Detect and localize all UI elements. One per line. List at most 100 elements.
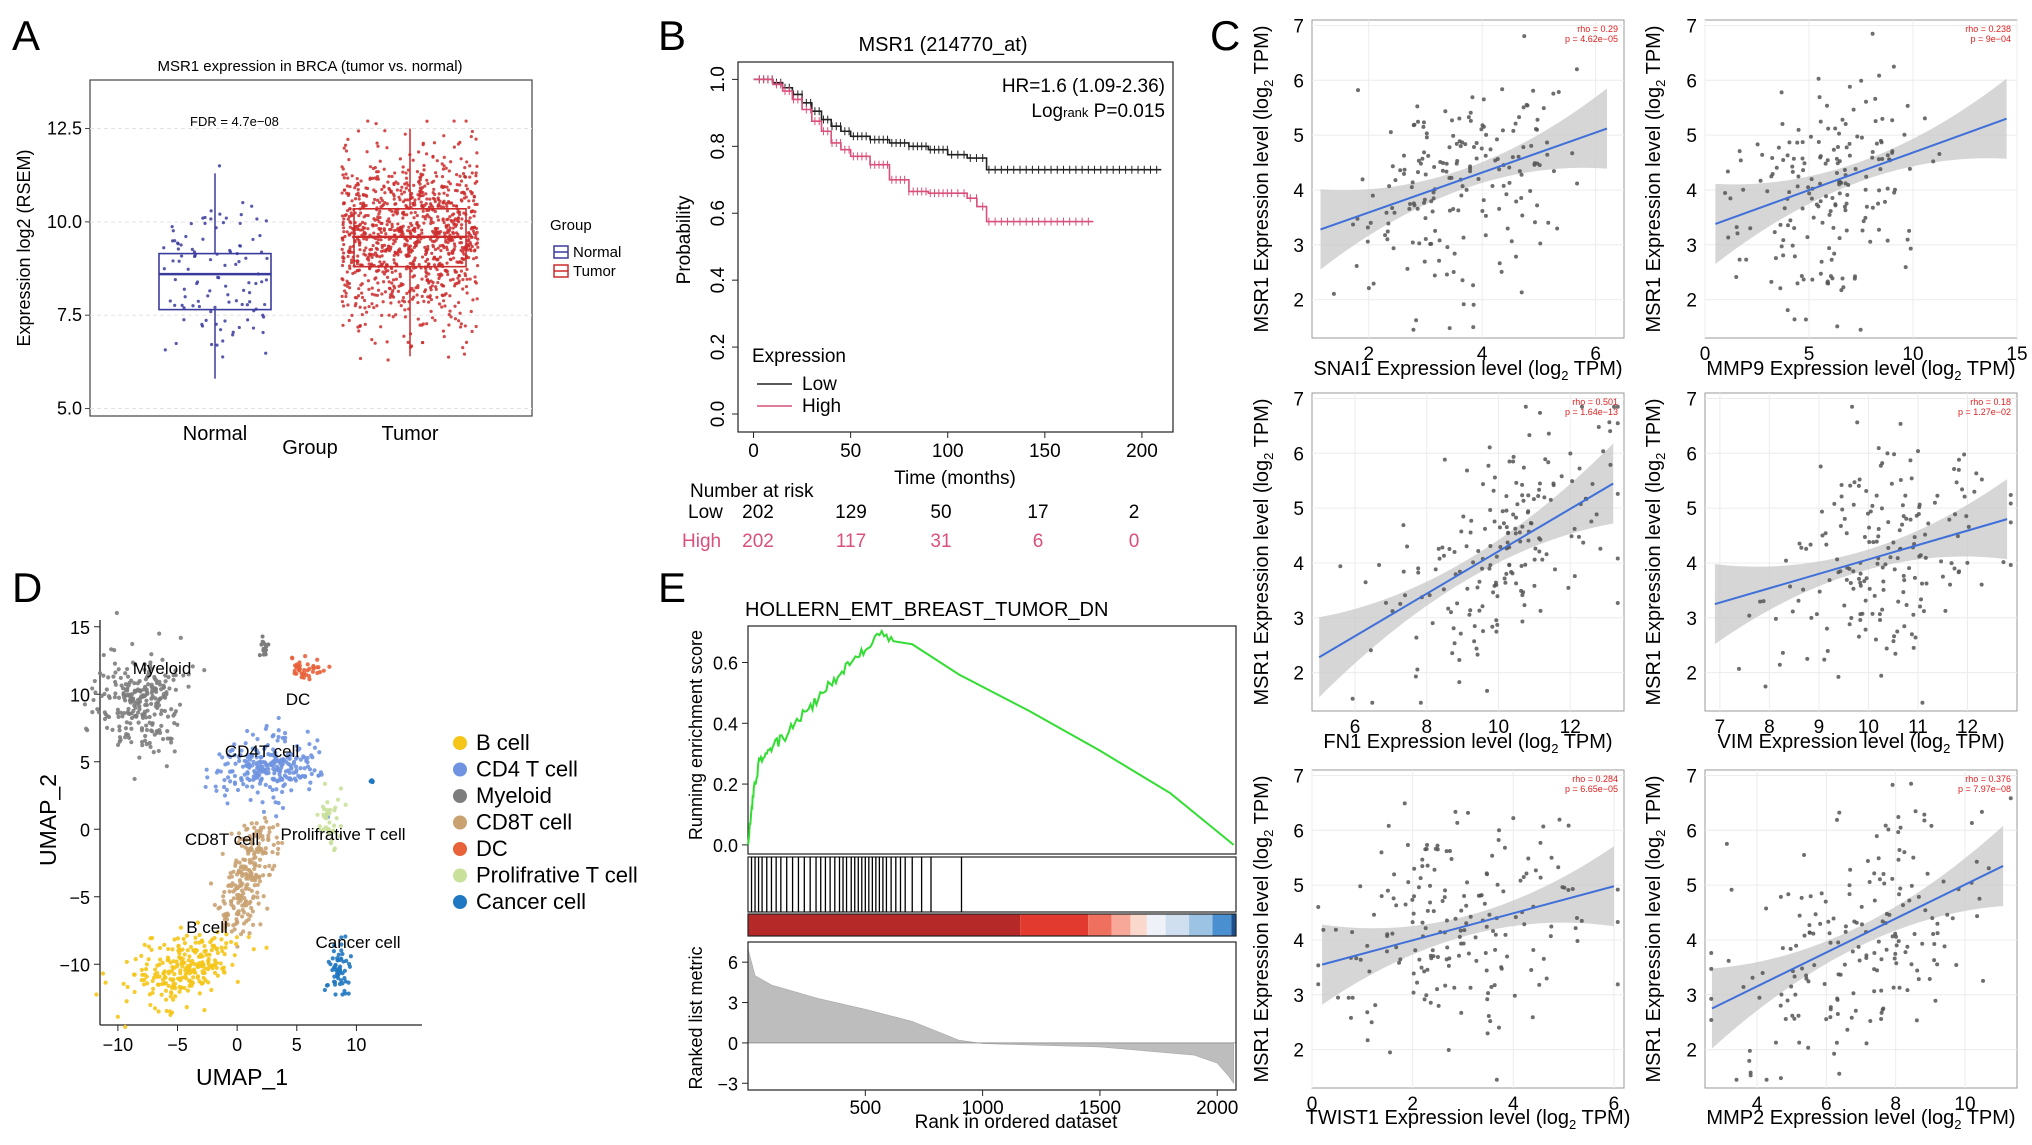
panel-c-point <box>1836 940 1841 945</box>
panel-c-point <box>1901 903 1906 908</box>
panel-a-point <box>469 134 473 139</box>
panel-d-point <box>232 927 237 932</box>
panel-d-point <box>127 692 132 697</box>
panel-c-point <box>1788 218 1793 223</box>
panel-c-point <box>1366 286 1371 291</box>
panel-c-point <box>1755 142 1760 147</box>
panel-d-point <box>258 830 263 835</box>
panel-a-point <box>453 270 457 274</box>
panel-c-point <box>1548 934 1553 939</box>
panel-a-point <box>348 225 352 229</box>
panel-a-point <box>376 241 380 245</box>
panel-c-point <box>1556 90 1561 95</box>
panel-c-point <box>1905 988 1910 993</box>
panel-d-point <box>173 668 178 673</box>
panel-d-point <box>186 958 191 963</box>
panel-a-point <box>414 286 418 290</box>
panel-d-point <box>174 959 179 964</box>
panel-c-point <box>1336 995 1341 1000</box>
panel-a-point <box>342 217 346 221</box>
panel-a-point <box>350 231 354 235</box>
panel-c-point <box>1830 276 1835 281</box>
panel-d-point <box>157 727 162 733</box>
panel-a-point <box>341 220 345 224</box>
panel-d-point <box>159 723 164 729</box>
panel-a-point <box>170 225 174 229</box>
panel-d-point <box>139 726 145 731</box>
panel-a-point <box>255 217 259 221</box>
panel-d-point <box>219 937 224 942</box>
panel-c-point <box>1386 823 1391 828</box>
panel-a-point <box>459 223 464 227</box>
panel-c-xtick-label: 10 <box>1954 1094 1975 1115</box>
panel-c-point <box>1431 190 1436 195</box>
panel-a-point <box>340 214 345 218</box>
panel-c-point <box>1763 684 1768 689</box>
panel-d-legend-dot <box>453 868 467 883</box>
panel-c-point <box>1450 651 1455 656</box>
panel-c-point <box>1520 619 1525 624</box>
panel-c-pvalue: p = 6.65e−05 <box>1565 784 1618 794</box>
panel-d-point <box>185 963 190 969</box>
panel-d-point <box>222 917 227 922</box>
panel-c-point <box>1475 652 1480 657</box>
panel-c-point <box>1541 824 1546 829</box>
panel-c-point <box>1406 880 1411 885</box>
panel-c-point <box>1890 782 1895 787</box>
panel-a-point <box>399 250 403 254</box>
panel-d-point <box>215 930 220 935</box>
panel-a-point <box>436 218 441 222</box>
panel-c-point <box>1837 182 1842 187</box>
panel-c-point <box>1420 864 1425 869</box>
panel-d-point <box>266 833 271 838</box>
panel-c-point <box>1896 599 1901 604</box>
panel-c-point <box>1415 980 1420 985</box>
panel-c-point <box>1770 156 1775 161</box>
panel-d-point <box>249 821 254 826</box>
panel-b-logrank: Logrank P=0.015 <box>1031 101 1165 122</box>
panel-d-point <box>172 749 177 754</box>
panel-a-point <box>387 249 392 253</box>
panel-c-point <box>1839 288 1844 293</box>
panel-c-point <box>1864 1041 1869 1046</box>
panel-d-point <box>236 840 241 845</box>
panel-c-point <box>1931 931 1936 936</box>
panel-c-point <box>1441 160 1446 165</box>
panel-d-point <box>252 776 257 781</box>
panel-a-point <box>191 304 195 308</box>
panel-c-point <box>1941 879 1946 884</box>
panel-a-point <box>168 299 172 303</box>
panel-d-point <box>125 674 131 679</box>
panel-c-point <box>1818 119 1823 124</box>
panel-d-point <box>171 982 176 987</box>
panel-d-point <box>204 952 209 957</box>
panel-c-point <box>1826 281 1831 286</box>
panel-d-point <box>197 979 202 984</box>
panel-c-point <box>1468 164 1473 169</box>
panel-d-point <box>339 942 344 947</box>
panel-a-point <box>215 343 219 347</box>
panel-d-point <box>122 735 128 740</box>
panel-c-point <box>1791 156 1796 161</box>
panel-a-point <box>456 232 460 236</box>
panel-c-point <box>1802 852 1807 857</box>
panel-c-point <box>1420 920 1425 925</box>
panel-a-point <box>390 224 394 229</box>
panel-a-point <box>349 214 353 218</box>
panel-c-point <box>1809 177 1814 182</box>
panel-c-point <box>1760 152 1765 157</box>
panel-b-km-curves <box>753 75 1162 226</box>
panel-d-point <box>115 707 120 712</box>
panel-d-point <box>202 949 207 954</box>
panel-a-point <box>446 355 451 359</box>
panel-d-point <box>267 829 272 835</box>
panel-a-point <box>440 263 444 267</box>
panel-d-point <box>205 775 210 780</box>
panel-d-point <box>256 841 262 846</box>
panel-d-point <box>234 935 240 940</box>
panel-c-point <box>1874 141 1879 146</box>
panel-c-point <box>1383 233 1388 238</box>
panel-d-point <box>104 687 109 692</box>
